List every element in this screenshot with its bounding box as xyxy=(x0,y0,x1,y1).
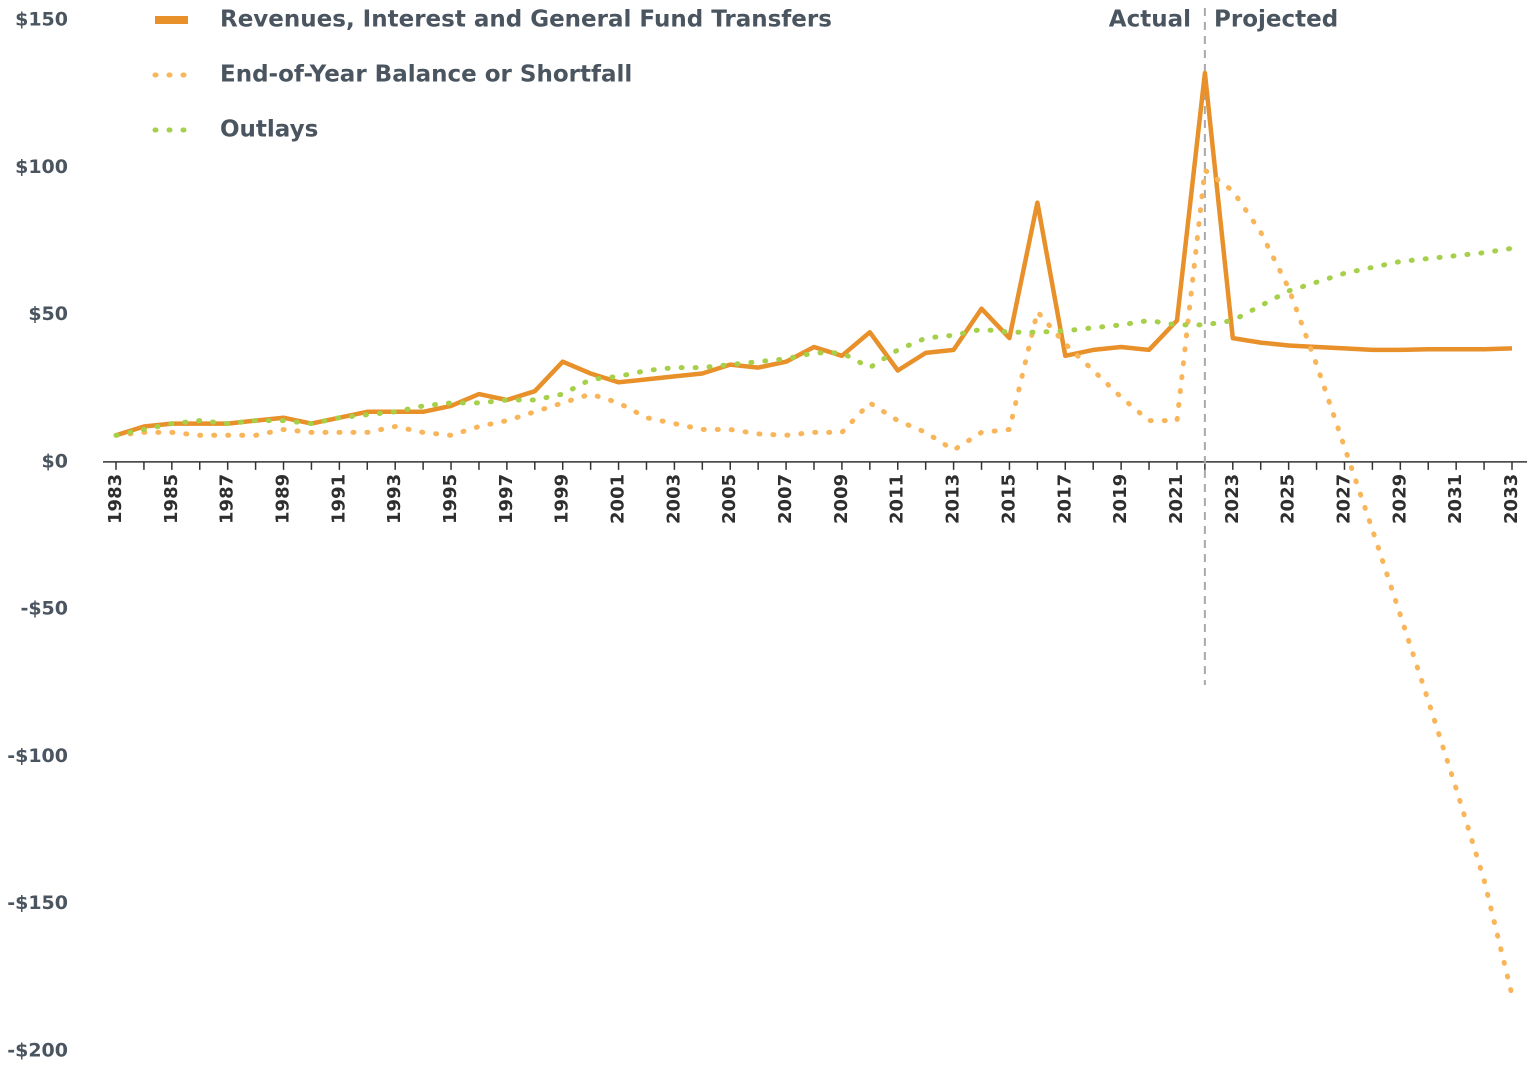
y-tick-label: $0 xyxy=(42,450,68,472)
x-tick-label: 2031 xyxy=(1445,474,1466,524)
x-tick-label: 2017 xyxy=(1054,474,1075,524)
x-tick-label: 1999 xyxy=(552,474,573,524)
x-tick-label: 2027 xyxy=(1333,474,1354,524)
x-tick-label: 2013 xyxy=(943,474,964,524)
y-tick-label: $150 xyxy=(15,9,68,31)
x-tick-label: 2029 xyxy=(1389,474,1410,524)
x-tick-label: 1993 xyxy=(384,474,405,524)
annotation: Actual xyxy=(1109,7,1191,33)
x-tick-label: 1995 xyxy=(440,474,461,524)
x-tick-label: 2023 xyxy=(1222,474,1243,524)
x-tick-label: 2001 xyxy=(608,474,629,524)
x-tick-label: 2019 xyxy=(1110,474,1131,524)
y-tick-label: -$50 xyxy=(20,598,68,620)
annotation: Projected xyxy=(1214,7,1338,33)
x-tick-label: 2003 xyxy=(663,474,684,524)
x-tick-label: 1991 xyxy=(328,474,349,524)
y-tick-label: $100 xyxy=(15,156,68,178)
series-line xyxy=(113,245,1515,438)
x-tick-label: 2033 xyxy=(1501,474,1522,524)
x-tick-label: 1989 xyxy=(273,474,294,524)
series-line xyxy=(115,70,1513,438)
x-tick-label: 1997 xyxy=(496,474,517,524)
legend-label: Revenues, Interest and General Fund Tran… xyxy=(220,7,832,33)
series-line xyxy=(113,165,1515,998)
x-tick-label: 1985 xyxy=(161,474,182,524)
x-tick-label: 2007 xyxy=(775,474,796,524)
y-tick-label: -$150 xyxy=(7,892,68,914)
x-tick-label: 2021 xyxy=(1166,474,1187,524)
x-tick-label: 2015 xyxy=(998,474,1019,524)
x-tick-label: 1983 xyxy=(105,474,126,524)
legend-label: Outlays xyxy=(220,117,318,143)
y-tick-label: $50 xyxy=(28,303,68,325)
x-tick-label: 2009 xyxy=(831,474,852,524)
y-tick-label: -$200 xyxy=(7,1040,68,1062)
legend-label: End-of-Year Balance or Shortfall xyxy=(220,62,632,88)
y-tick-label: -$100 xyxy=(7,745,68,767)
x-tick-label: 1987 xyxy=(217,474,238,524)
x-tick-label: 2005 xyxy=(719,474,740,524)
x-tick-label: 2025 xyxy=(1278,474,1299,524)
x-tick-label: 2011 xyxy=(887,474,908,524)
